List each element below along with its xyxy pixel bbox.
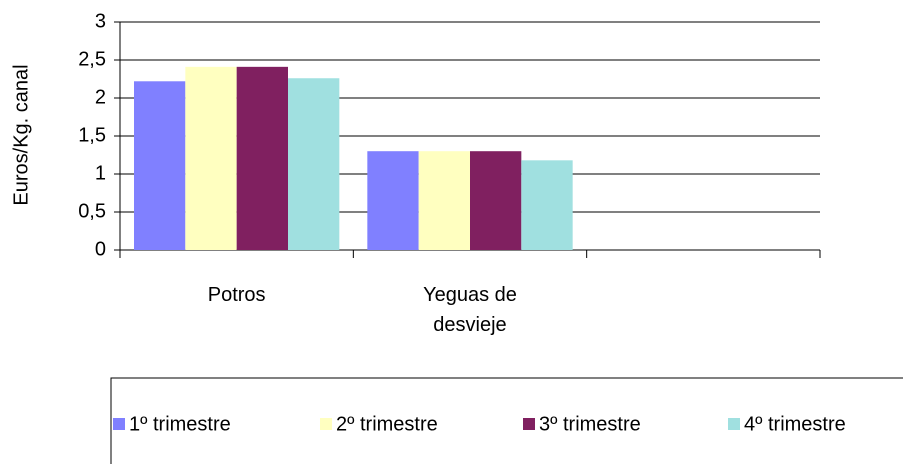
- y-tick-label: 0,5: [78, 200, 106, 222]
- legend-label: 4º trimestre: [744, 413, 846, 435]
- bar: [236, 66, 288, 250]
- legend-box: [110, 377, 903, 464]
- legend-swatch: [113, 418, 125, 430]
- x-tick-label: Potros: [207, 284, 266, 306]
- y-tick-label: 0: [95, 238, 106, 260]
- legend-label: 1º trimestre: [129, 413, 231, 435]
- y-axis-label: Euros/Kg. canal: [10, 64, 32, 205]
- bar: [185, 66, 237, 250]
- bar: [521, 160, 573, 250]
- bar: [367, 151, 419, 250]
- legend-label: 2º trimestre: [336, 413, 438, 435]
- bar: [418, 151, 470, 250]
- y-tick-label: 1: [95, 162, 106, 184]
- y-tick-label: 3: [95, 10, 106, 32]
- bar: [470, 151, 522, 250]
- y-tick-label: 2,5: [78, 48, 106, 70]
- legend-swatch: [320, 418, 332, 430]
- bar: [134, 81, 186, 250]
- y-tick-label: 1,5: [78, 124, 106, 146]
- y-tick-label: 2: [95, 86, 106, 108]
- legend-label: 3º trimestre: [539, 413, 641, 435]
- legend-swatch: [523, 418, 535, 430]
- legend-swatch: [728, 418, 740, 430]
- x-tick-label: Yeguas de desvieje: [423, 284, 517, 336]
- bar: [288, 78, 340, 251]
